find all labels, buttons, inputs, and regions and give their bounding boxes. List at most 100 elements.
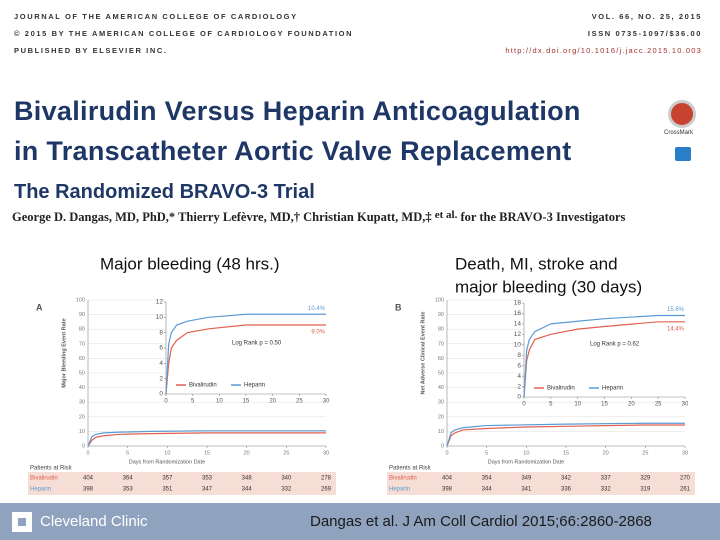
journal-line: PUBLISHED BY ELSEVIER INC. (14, 46, 168, 55)
y-tick-label: 20 (79, 414, 85, 420)
x-tick-label: 0 (86, 450, 89, 456)
risk-count: 348 (242, 476, 253, 482)
logo-icon (12, 512, 32, 532)
journal-line: © 2015 BY THE AMERICAN COLLEGE OF CARDIO… (14, 29, 354, 38)
curve (87, 430, 326, 447)
risk-count: 398 (442, 487, 453, 493)
audio-icon[interactable] (675, 147, 691, 161)
end-label: 9.0% (311, 330, 325, 336)
inset-y-tick-label: 14 (514, 321, 522, 328)
y-tick-label: 80 (438, 327, 444, 333)
y-tick-label: 90 (79, 312, 85, 318)
y-tick-label: 40 (79, 385, 85, 391)
risk-count: 341 (521, 487, 532, 493)
legend-label: Heparin (244, 383, 265, 389)
title-line: Bivalirudin Versus Heparin Anticoagulati… (14, 96, 581, 126)
x-tick-label: 5 (485, 450, 488, 456)
inset-y-tick-label: 10 (514, 341, 522, 348)
curve (446, 424, 685, 447)
risk-count: 270 (680, 476, 691, 482)
risk-title: Patients at Risk (389, 466, 432, 472)
author-list: George D. Dangas, MD, PhD,* Thierry Lefè… (12, 210, 432, 224)
risk-count: 357 (162, 476, 173, 482)
inset-y-tick-label: 0 (159, 391, 163, 398)
risk-count: 404 (83, 476, 94, 482)
risk-count: 319 (640, 487, 651, 493)
risk-count: 332 (281, 487, 292, 493)
x-tick-label: 30 (323, 450, 329, 456)
curve (446, 422, 685, 447)
inset-curve (523, 321, 685, 398)
doi-link[interactable]: http://dx.doi.org/10.1016/j.jacc.2015.10… (505, 46, 702, 55)
inset-x-tick-label: 20 (628, 402, 635, 408)
x-tick-label: 15 (204, 450, 210, 456)
x-tick-label: 30 (682, 450, 688, 456)
y-tick-label: 50 (79, 370, 85, 376)
inset-curve (165, 313, 326, 395)
inset-x-tick-label: 5 (549, 402, 553, 408)
inset-x-tick-label: 5 (191, 399, 195, 405)
inset-y-tick-label: 4 (159, 360, 163, 367)
inset-x-tick-label: 25 (296, 399, 303, 405)
inset-x-tick-label: 30 (323, 399, 330, 405)
inset-x-tick-label: 0 (522, 402, 526, 408)
et-al: et al. (434, 209, 458, 221)
end-label: 14.4% (667, 326, 685, 332)
journal-line: JOURNAL OF THE AMERICAN COLLEGE OF CARDI… (14, 12, 298, 21)
x-tick-label: 10 (523, 450, 529, 456)
y-tick-label: 30 (438, 400, 444, 406)
y-axis-label: Net Adverse Clinical Event Rate (420, 312, 426, 395)
x-axis-label: Days from Randomization Date (129, 459, 205, 465)
legend-label: Heparin (602, 386, 623, 392)
y-tick-label: 60 (79, 356, 85, 362)
y-tick-label: 20 (438, 414, 444, 420)
inset-x-tick-label: 25 (655, 402, 662, 408)
x-tick-label: 25 (642, 450, 648, 456)
inset-x-tick-label: 15 (243, 399, 250, 405)
x-tick-label: 0 (445, 450, 448, 456)
x-tick-label: 10 (164, 450, 170, 456)
inset-x-tick-label: 10 (216, 399, 223, 405)
risk-count: 278 (321, 476, 332, 482)
risk-bg (28, 472, 336, 495)
journal-line: ISSN 0735-1097/$36.00 (587, 29, 702, 38)
inset-curve (523, 314, 685, 398)
y-tick-label: 40 (438, 385, 444, 391)
inset-y-tick-label: 6 (517, 362, 521, 369)
y-tick-label: 0 (82, 443, 85, 449)
x-tick-label: 20 (244, 450, 250, 456)
y-tick-label: 0 (441, 443, 444, 449)
crossmark-text: CrossMark (664, 130, 694, 136)
x-tick-label: 15 (563, 450, 569, 456)
inset-y-tick-label: 12 (514, 331, 522, 338)
inset-y-tick-label: 12 (156, 299, 164, 306)
risk-count: 337 (601, 476, 612, 482)
risk-count: 269 (321, 487, 332, 493)
inset-x-tick-label: 0 (164, 399, 168, 405)
annotation: Log Rank p = 0.50 (232, 341, 282, 347)
inset-x-tick-label: 30 (682, 402, 689, 408)
risk-count: 336 (561, 487, 572, 493)
x-axis-label: Days from Randomization Date (488, 459, 564, 465)
curve (87, 432, 326, 447)
legend-label: Bivalirudin (547, 386, 575, 392)
risk-count: 349 (521, 476, 532, 482)
risk-count: 404 (442, 476, 453, 482)
citation: Dangas et al. J Am Coll Cardiol 2015;66:… (310, 513, 652, 530)
y-tick-label: 80 (79, 327, 85, 333)
inset-y-tick-label: 10 (156, 314, 164, 321)
risk-row-name: Bivalirudin (389, 476, 417, 482)
inset-curve (165, 324, 326, 395)
crossmark-icon[interactable] (668, 100, 696, 128)
risk-count: 347 (202, 487, 213, 493)
risk-count: 342 (561, 476, 572, 482)
y-tick-label: 60 (438, 356, 444, 362)
y-tick-label: 10 (438, 429, 444, 435)
risk-bg (387, 472, 695, 495)
inset-x-tick-label: 10 (574, 402, 581, 408)
y-tick-label: 90 (438, 312, 444, 318)
risk-count: 329 (640, 476, 651, 482)
risk-count: 344 (242, 487, 253, 493)
inset-x-tick-label: 20 (269, 399, 276, 405)
x-tick-label: 20 (603, 450, 609, 456)
